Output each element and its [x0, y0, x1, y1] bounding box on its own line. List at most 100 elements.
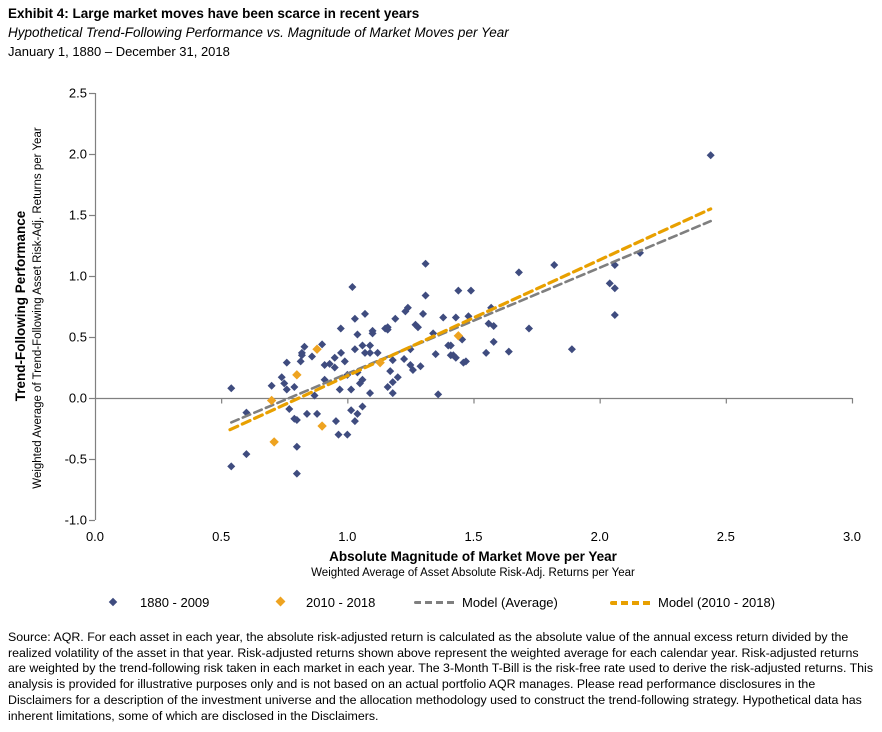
- x-axis-tick-label: 2.0: [591, 529, 609, 544]
- scatter-point-1880-2009: [280, 379, 289, 388]
- x-axis-tick-label: 1.0: [338, 529, 356, 544]
- scatter-point-1880-2009: [454, 286, 463, 295]
- scatter-point-1880-2009: [434, 390, 443, 399]
- scatter-point-1880-2009: [408, 365, 417, 374]
- scatter-point-1880-2009: [366, 341, 375, 350]
- scatter-point-1880-2009: [610, 284, 619, 293]
- scatter-point-1880-2009: [393, 373, 402, 382]
- scatter-point-1880-2009: [525, 324, 534, 333]
- scatter-point-1880-2009: [489, 322, 498, 331]
- scatter-point-1880-2009: [350, 417, 359, 426]
- y-axis-tick-label: 1.5: [69, 208, 87, 223]
- scatter-point-1880-2009: [514, 268, 523, 277]
- x-axis-tick-label: 3.0: [843, 529, 861, 544]
- scatter-chart: 2.52.01.51.00.50.0-0.5-1.00.0 0.5 1.0 1.5 2.…: [65, 86, 861, 545]
- scatter-point-1880-2009: [504, 347, 513, 356]
- scatter-point-1880-2009: [391, 314, 400, 323]
- y-axis-tick-label: -1.0: [65, 513, 87, 528]
- y-axis-tick-label: -0.5: [65, 452, 87, 467]
- scatter-point-1880-2009: [446, 341, 455, 350]
- scatter-point-1880-2009: [282, 358, 291, 367]
- scatter-point-2010-2018: [292, 370, 302, 380]
- scatter-point-1880-2009: [482, 348, 491, 357]
- scatter-point-1880-2009: [285, 404, 294, 413]
- scatter-point-2010-2018: [312, 344, 322, 354]
- source-disclaimer-text: Source: AQR. For each asset in each year…: [8, 630, 874, 723]
- scatter-point-1880-2009: [605, 279, 614, 288]
- scatter-point-1880-2009: [368, 329, 377, 338]
- scatter-point-1880-2009: [267, 381, 276, 390]
- scatter-point-2010-2018: [266, 395, 277, 406]
- scatter-point-1880-2009: [290, 383, 299, 392]
- legend-label-2010-2018: 2010 - 2018: [306, 595, 376, 610]
- scatter-point-1880-2009: [358, 341, 367, 350]
- scatter-point-1880-2009: [331, 417, 340, 426]
- scatter-point-1880-2009: [451, 353, 460, 362]
- scatter-point-1880-2009: [292, 469, 301, 478]
- legend-dash-model-average-icon: [414, 601, 458, 604]
- y-axis-tick-label: 2.0: [69, 147, 87, 162]
- x-axis-tick-label: 0.0: [86, 529, 104, 544]
- scatter-point-1880-2009: [353, 330, 362, 339]
- scatter-point-1880-2009: [388, 378, 397, 387]
- x-axis-subtitle: Weighted Average of Asset Absolute Risk-…: [311, 567, 635, 579]
- scatter-point-1880-2009: [386, 367, 395, 376]
- scatter-point-1880-2009: [388, 356, 397, 365]
- scatter-point-1880-2009: [347, 385, 356, 394]
- scatter-point-1880-2009: [227, 384, 236, 393]
- scatter-point-1880-2009: [451, 313, 460, 322]
- scatter-point-1880-2009: [466, 286, 475, 295]
- legend-label-model-average: Model (Average): [462, 595, 558, 610]
- scatter-point-1880-2009: [350, 314, 359, 323]
- scatter-point-2010-2018: [375, 357, 385, 368]
- scatter-point-1880-2009: [227, 462, 236, 471]
- scatter-point-1880-2009: [567, 345, 576, 354]
- model-average-line: [229, 219, 712, 424]
- scatter-point-2010-2018: [453, 331, 464, 341]
- scatter-point-1880-2009: [308, 352, 317, 361]
- chart-legend: 1880 - 2009 2010 - 2018 Model (Average) …: [0, 593, 882, 613]
- scatter-point-1880-2009: [330, 353, 339, 362]
- scatter-point-1880-2009: [431, 350, 440, 359]
- y-axis-subtitle: Weighted Average of Trend-Following Asse…: [32, 127, 44, 489]
- scatter-point-1880-2009: [550, 261, 559, 270]
- scatter-point-1880-2009: [318, 340, 327, 349]
- legend-label-1880-2009: 1880 - 2009: [140, 595, 210, 610]
- scatter-point-1880-2009: [282, 385, 291, 394]
- y-axis-tick-label: 1.0: [69, 269, 87, 284]
- y-axis-title: Trend-Following Performance: [13, 210, 28, 402]
- scatter-point-1880-2009: [358, 402, 367, 411]
- scatter-point-1880-2009: [400, 354, 409, 363]
- scatter-point-1880-2009: [313, 409, 322, 418]
- scatter-point-1880-2009: [383, 383, 392, 392]
- scatter-point-2010-2018: [317, 421, 327, 431]
- x-axis-tick-label: 2.5: [717, 529, 735, 544]
- scatter-point-1880-2009: [343, 430, 352, 439]
- scatter-point-1880-2009: [302, 409, 311, 418]
- y-axis-tick-label: 2.5: [69, 86, 87, 101]
- scatter-point-1880-2009: [300, 342, 309, 351]
- scatter-point-1880-2009: [706, 151, 715, 160]
- legend-diamond-1880-2009-icon: [108, 597, 118, 607]
- scatter-point-1880-2009: [489, 337, 498, 346]
- scatter-point-1880-2009: [360, 348, 369, 357]
- scatter-point-1880-2009: [348, 282, 357, 291]
- scatter-point-1880-2009: [297, 351, 306, 360]
- scatter-point-1880-2009: [373, 348, 382, 357]
- scatter-point-1880-2009: [366, 389, 375, 398]
- scatter-point-1880-2009: [334, 430, 343, 439]
- scatter-point-1880-2009: [337, 348, 346, 357]
- scatter-point-2010-2018: [269, 437, 279, 447]
- scatter-point-1880-2009: [383, 325, 392, 334]
- scatter-point-1880-2009: [419, 309, 428, 318]
- scatter-point-1880-2009: [461, 357, 470, 366]
- scatter-point-1880-2009: [388, 389, 397, 398]
- scatter-point-1880-2009: [421, 291, 430, 300]
- scatter-point-1880-2009: [292, 415, 301, 424]
- exhibit-date-range: January 1, 1880 – December 31, 2018: [8, 44, 230, 59]
- legend-diamond-2010-2018-icon: [275, 596, 286, 607]
- scatter-point-1880-2009: [296, 357, 305, 366]
- scatter-point-1880-2009: [360, 309, 369, 318]
- scatter-point-1880-2009: [347, 406, 356, 415]
- scatter-point-1880-2009: [330, 363, 339, 372]
